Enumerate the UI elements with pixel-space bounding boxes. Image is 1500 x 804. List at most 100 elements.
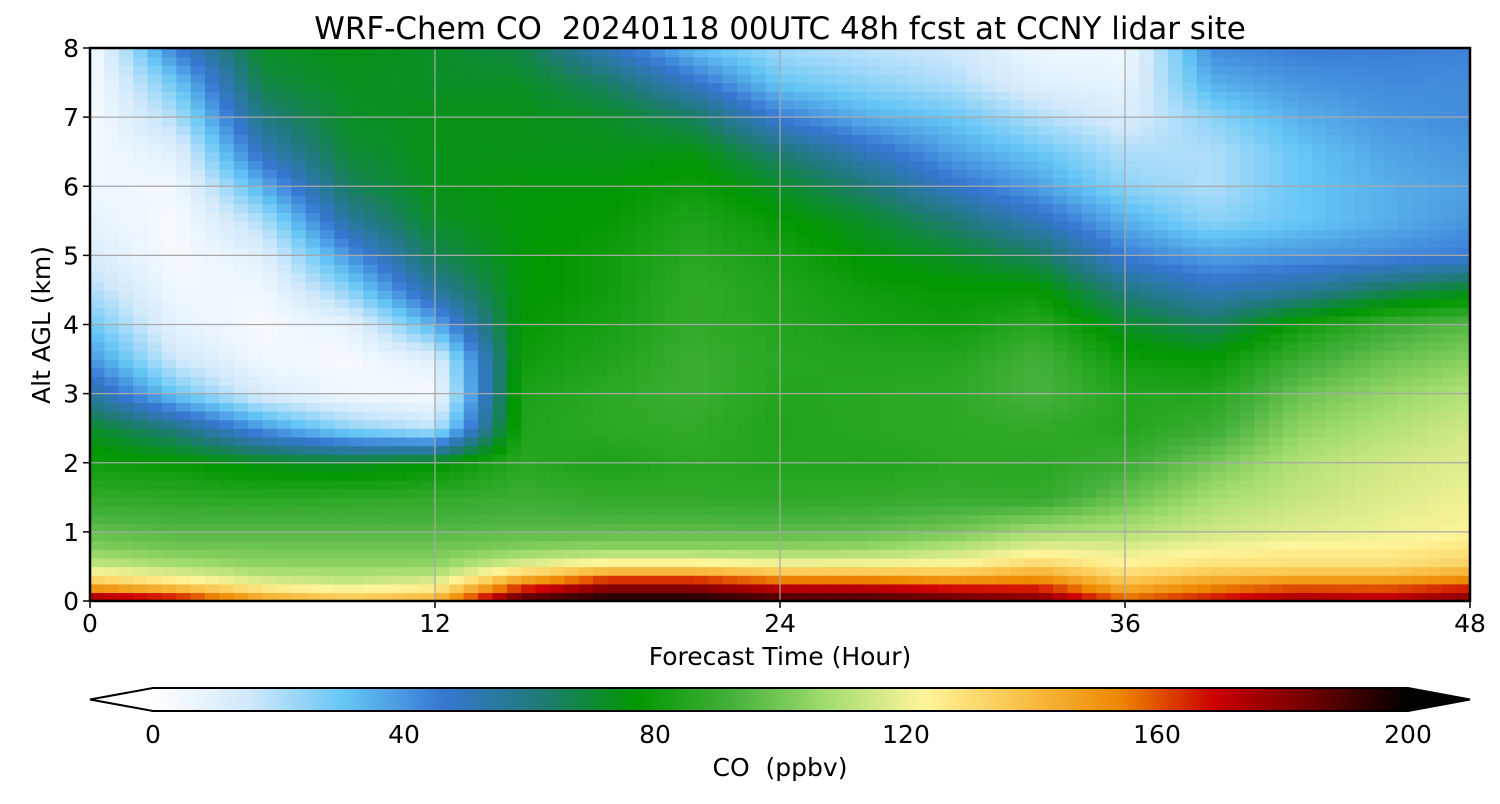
heatmap-cell	[205, 505, 221, 516]
heatmap-cell	[1441, 384, 1457, 395]
heatmap-cell	[420, 298, 436, 308]
heatmap-cell	[133, 523, 149, 533]
heatmap-cell	[262, 160, 278, 170]
heatmap-cell	[320, 428, 336, 438]
heatmap-cell	[1398, 488, 1414, 499]
heatmap-cell	[981, 497, 997, 507]
heatmap-cell	[880, 272, 896, 282]
heatmap-cell	[1340, 272, 1356, 282]
heatmap-cell	[1211, 212, 1227, 222]
heatmap-cell	[1053, 255, 1069, 265]
heatmap-cell	[765, 324, 781, 334]
heatmap-cell	[765, 341, 781, 352]
heatmap-cell	[1196, 549, 1212, 559]
heatmap-cell	[334, 583, 350, 594]
heatmap-cell	[1096, 436, 1112, 447]
heatmap-cell	[938, 168, 954, 179]
heatmap-cell	[765, 168, 781, 179]
heatmap-cell	[966, 298, 982, 308]
heatmap-cell	[722, 384, 738, 395]
heatmap-cell	[1125, 238, 1141, 248]
heatmap-cell	[1225, 194, 1241, 205]
heatmap-cell	[794, 393, 810, 403]
heatmap-cell	[650, 307, 666, 317]
heatmap-cell	[1153, 203, 1169, 213]
heatmap-cell	[1038, 454, 1054, 464]
heatmap-cell	[1067, 531, 1083, 542]
heatmap-cell	[708, 575, 724, 585]
heatmap-cell	[205, 255, 221, 265]
heatmap-cell	[1297, 454, 1313, 464]
heatmap-cell	[995, 212, 1011, 222]
heatmap-cell	[736, 428, 752, 438]
heatmap-cell	[995, 410, 1011, 421]
heatmap-cell	[1297, 402, 1313, 412]
heatmap-cell	[305, 480, 321, 490]
heatmap-cell	[1326, 298, 1342, 308]
heatmap-cell	[550, 376, 566, 386]
heatmap-cell	[233, 402, 249, 412]
heatmap-cell	[1311, 376, 1327, 386]
heatmap-cell	[291, 238, 307, 248]
heatmap-cell	[1067, 177, 1083, 187]
heatmap-cell	[923, 505, 939, 516]
heatmap-cell	[1268, 419, 1284, 429]
heatmap-cell	[938, 583, 954, 594]
heatmap-cell	[1326, 540, 1342, 550]
heatmap-cell	[736, 333, 752, 343]
heatmap-cell	[837, 246, 853, 257]
heatmap-cell	[1355, 531, 1371, 542]
heatmap-cell	[1168, 480, 1184, 490]
heatmap-cell	[909, 194, 925, 205]
heatmap-cell	[1125, 471, 1141, 481]
heatmap-cell	[1182, 410, 1198, 421]
heatmap-cell	[765, 246, 781, 257]
heatmap-cell	[1268, 410, 1284, 421]
heatmap-cell	[1225, 531, 1241, 542]
heatmap-cell	[463, 151, 479, 162]
heatmap-cell	[1010, 168, 1026, 179]
heatmap-cell	[593, 436, 609, 447]
heatmap-cell	[233, 445, 249, 455]
heatmap-cell	[765, 281, 781, 291]
heatmap-cell	[909, 255, 925, 265]
heatmap-cell	[205, 592, 221, 601]
heatmap-cell	[435, 419, 451, 429]
heatmap-cell	[1412, 575, 1428, 585]
heatmap-cell	[564, 194, 580, 205]
heatmap-cell	[291, 212, 307, 222]
heatmap-cell	[1038, 238, 1054, 248]
heatmap-cell	[1125, 367, 1141, 378]
heatmap-cell	[837, 505, 853, 516]
heatmap-cell	[219, 177, 235, 187]
heatmap-cell	[1441, 462, 1457, 473]
heatmap-cell	[506, 272, 522, 282]
heatmap-cell	[1340, 289, 1356, 300]
heatmap-cell	[909, 402, 925, 412]
heatmap-cell	[1225, 315, 1241, 326]
heatmap-cell	[808, 471, 824, 481]
heatmap-cell	[780, 575, 796, 585]
heatmap-cell	[90, 289, 106, 300]
heatmap-cell	[190, 575, 206, 585]
heatmap-cell	[880, 177, 896, 187]
heatmap-cell	[334, 505, 350, 516]
heatmap-cell	[938, 488, 954, 499]
heatmap-cell	[722, 462, 738, 473]
heatmap-cell	[823, 436, 839, 447]
heatmap-cell	[909, 566, 925, 576]
heatmap-cell	[1053, 359, 1069, 369]
heatmap-cell	[736, 359, 752, 369]
heatmap-cell	[650, 471, 666, 481]
heatmap-cell	[1182, 557, 1198, 568]
heatmap-cell	[1412, 341, 1428, 352]
heatmap-cell	[1139, 428, 1155, 438]
heatmap-cell	[679, 505, 695, 516]
heatmap-cell	[90, 549, 106, 559]
heatmap-cell	[1311, 298, 1327, 308]
heatmap-cell	[305, 505, 321, 516]
heatmap-cell	[492, 272, 508, 282]
heatmap-cell	[478, 289, 494, 300]
heatmap-cell	[837, 419, 853, 429]
heatmap-cell	[1110, 488, 1126, 499]
